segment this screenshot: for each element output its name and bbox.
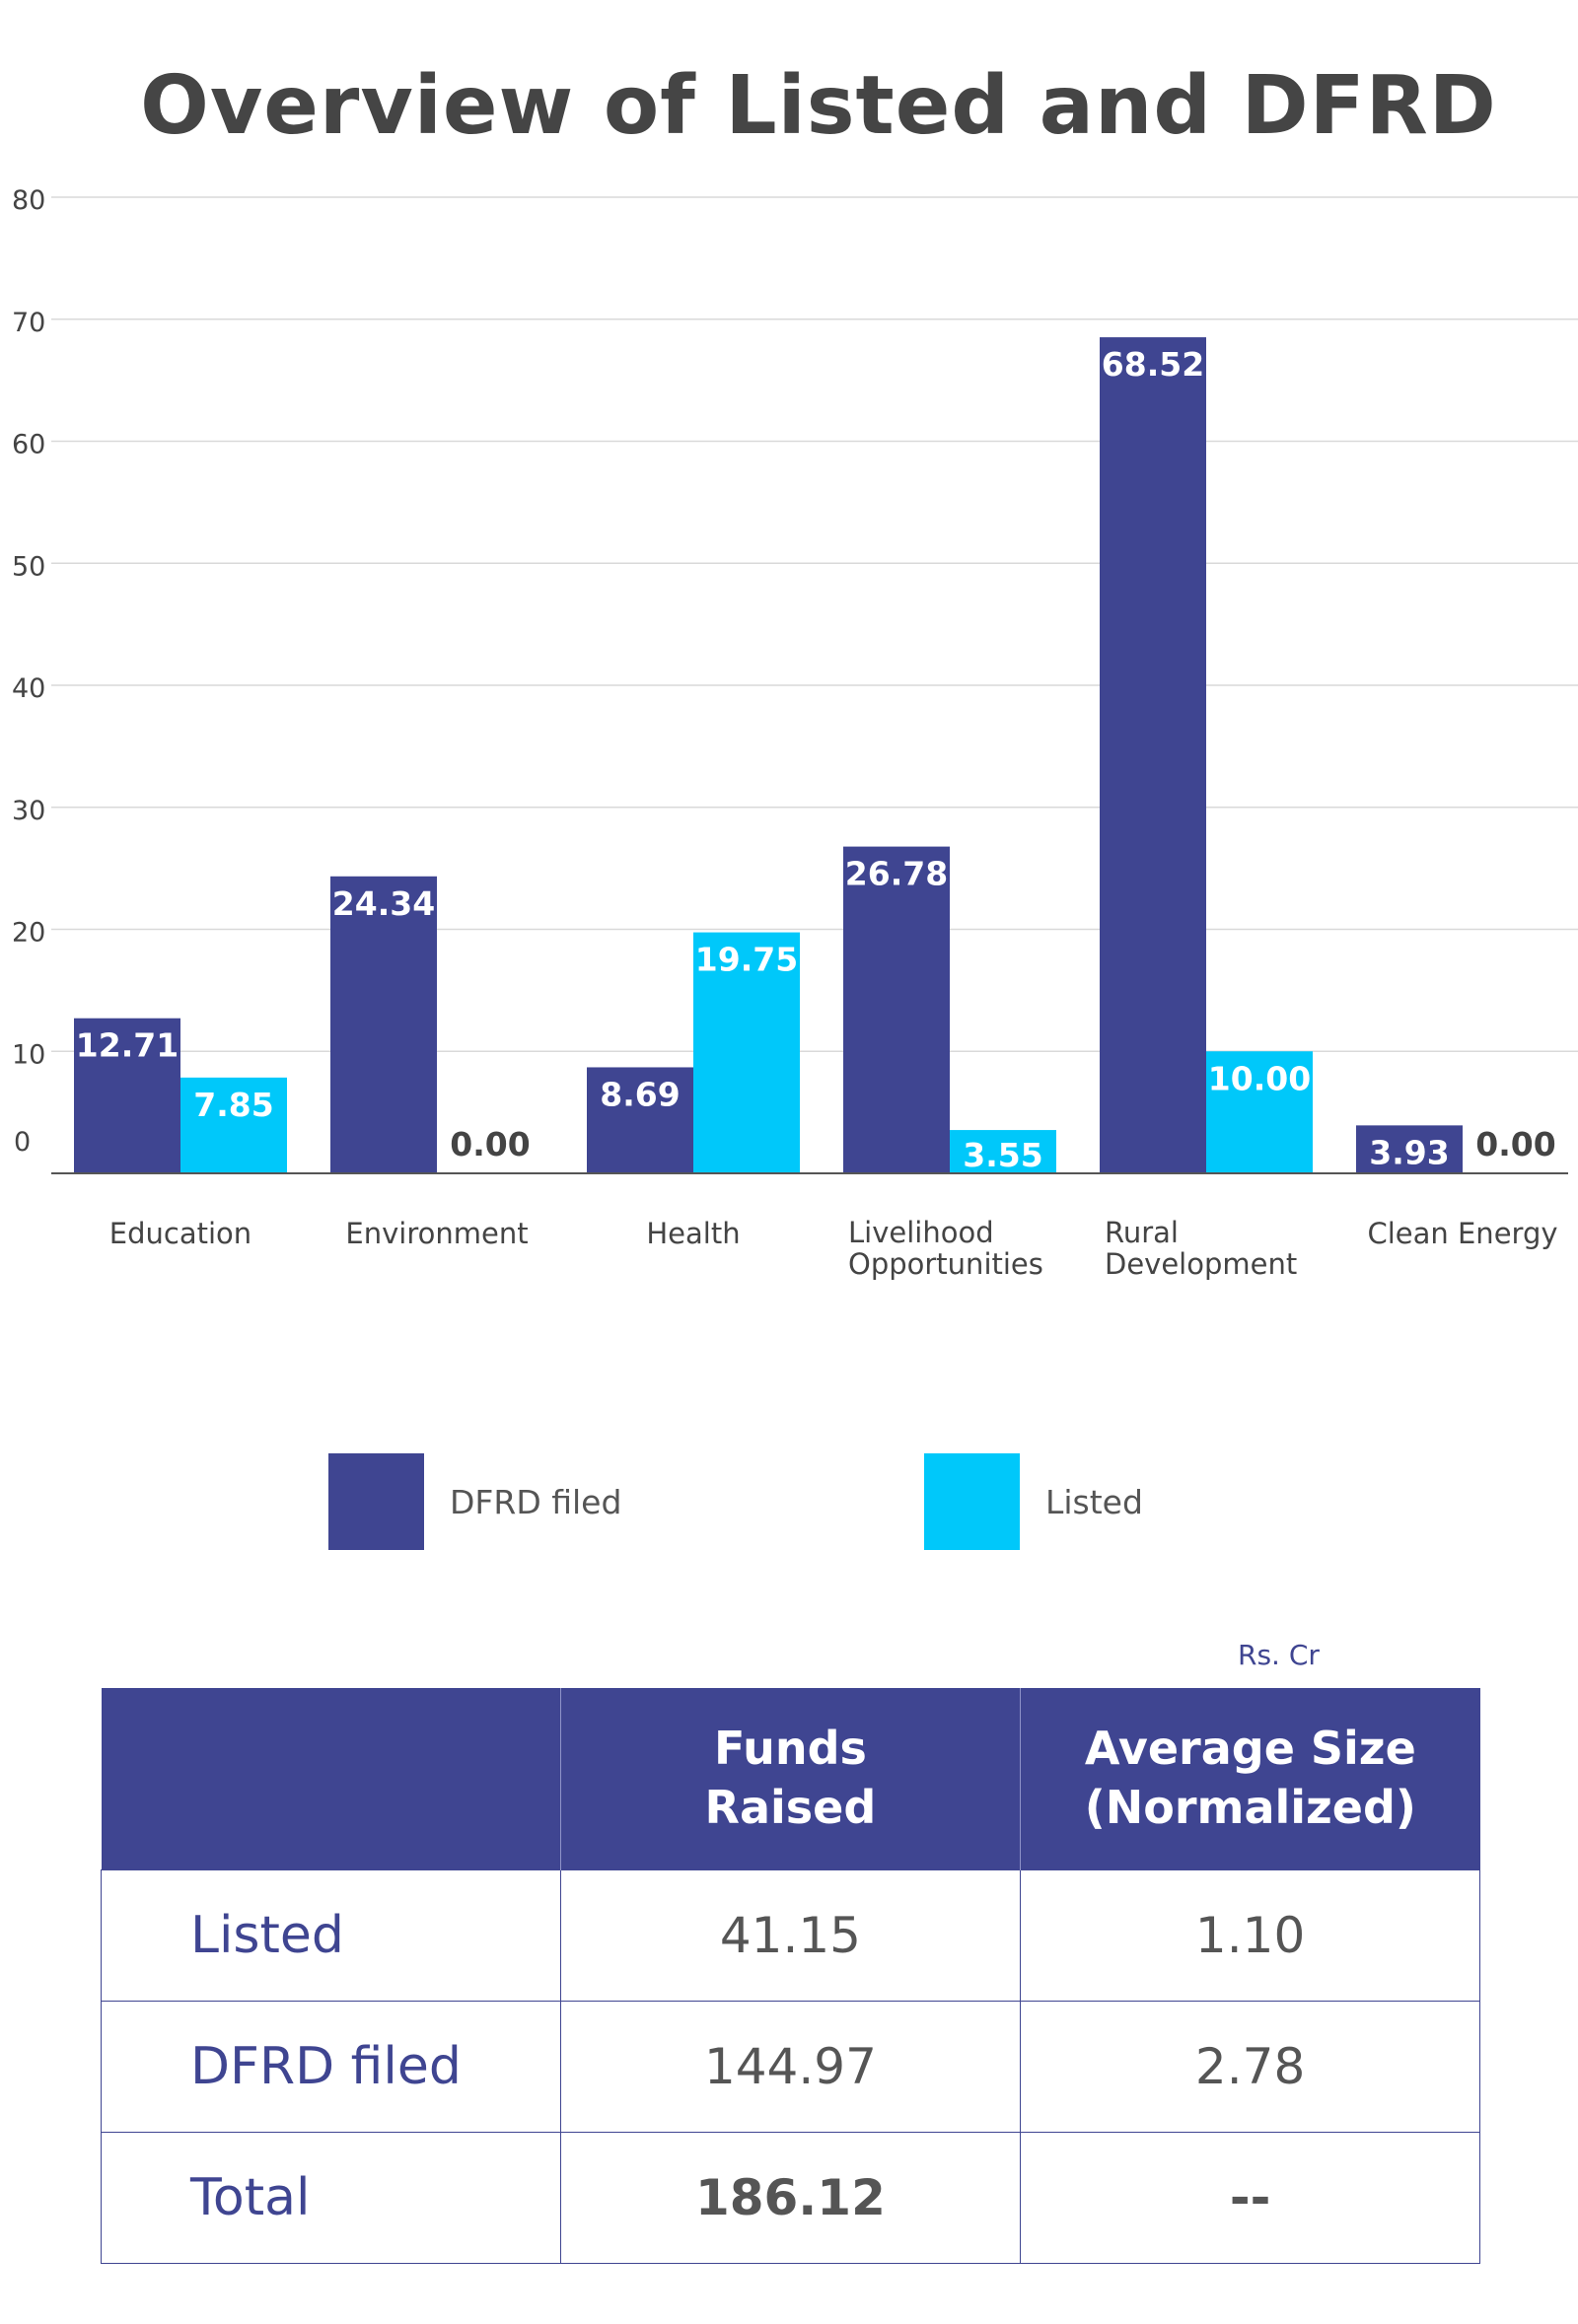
header-avg-line-1: Average Size xyxy=(1084,1722,1416,1776)
cell-avg-listed: 1.10 xyxy=(1020,1869,1480,2002)
data-label: 12.71 xyxy=(76,1026,179,1065)
x-tick-label: Livelihood Opportunities xyxy=(848,1216,1043,1281)
header-funds-line-1: Funds xyxy=(713,1722,867,1776)
x-tick-label: Health xyxy=(646,1217,740,1250)
data-label: 26.78 xyxy=(845,855,948,893)
table-row: DFRD filed 144.97 2.78 xyxy=(101,2001,1480,2133)
table-header-empty xyxy=(101,1688,561,1870)
bar-chart: 0 10 20 30 40 50 60 70 80 12.71 7.85 24.34 0.00 8.69 1… xyxy=(12,185,1578,1281)
legend-swatch-listed xyxy=(924,1453,1020,1550)
y-tick-label: 20 xyxy=(12,918,45,949)
bar-dfrd-filed-rural-development xyxy=(1100,337,1206,1173)
data-label: 24.34 xyxy=(332,884,435,923)
table-header-average-size: Average Size (Normalized) xyxy=(1020,1688,1480,1870)
bar-listed-livelihood-opportunities xyxy=(950,1130,1056,1173)
y-tick-label: 80 xyxy=(12,185,45,216)
legend-label-listed: Listed xyxy=(1045,1482,1143,1521)
bar-listed-health xyxy=(693,932,800,1173)
y-tick-label: 0 xyxy=(14,1127,31,1158)
y-tick-label: 10 xyxy=(12,1039,45,1070)
row-label-total: Total xyxy=(101,2132,561,2264)
bar-listed-education xyxy=(180,1077,287,1173)
chart-title: Overview of Listed and DFRD xyxy=(140,59,1497,153)
y-tick-label: 60 xyxy=(12,430,45,460)
table-row: Listed 41.15 1.10 xyxy=(101,1869,1480,2002)
bar-dfrd-filed-clean-energy xyxy=(1356,1125,1463,1173)
x-tick-label: Rural Development xyxy=(1105,1216,1297,1281)
table-unit-label: Rs. Cr xyxy=(1238,1639,1320,1671)
legend-item-listed: Listed xyxy=(924,1453,1143,1550)
header-avg-line-2: (Normalized) xyxy=(1084,1781,1416,1834)
y-tick-label: 70 xyxy=(12,308,45,338)
legend-swatch-dfrd-filed xyxy=(328,1453,424,1550)
row-label-listed: Listed xyxy=(101,1869,561,2002)
data-label: 0.00 xyxy=(1475,1125,1555,1163)
bar-dfrd-filed-health xyxy=(587,1067,693,1173)
cell-avg-dfrd-filed: 2.78 xyxy=(1020,2001,1480,2133)
legend-item-dfrd-filed: DFRD filed xyxy=(328,1453,621,1550)
bar-listed-rural-development xyxy=(1206,1051,1313,1173)
cell-avg-total: -- xyxy=(1020,2132,1480,2264)
bar-dfrd-filed-environment xyxy=(330,876,437,1173)
y-tick-label: 50 xyxy=(12,551,45,582)
data-label: 0.00 xyxy=(450,1125,530,1163)
x-tick-label: Environment xyxy=(345,1217,528,1250)
table-row: Total 186.12 -- xyxy=(101,2132,1480,2264)
cell-funds-listed: 41.15 xyxy=(559,1869,1022,2002)
data-label: 3.93 xyxy=(1369,1133,1449,1171)
data-label: 68.52 xyxy=(1102,345,1204,384)
cell-funds-dfrd-filed: 144.97 xyxy=(559,2001,1022,2133)
x-tick-label: Education xyxy=(109,1217,251,1250)
table-header-row: Funds Raised Average Size (Normalized) xyxy=(101,1688,1480,1870)
data-label: 3.55 xyxy=(963,1136,1042,1174)
y-tick-label: 30 xyxy=(12,796,45,826)
chart-legend: DFRD filed Listed xyxy=(0,1453,1578,1552)
x-tick-label: Clean Energy xyxy=(1367,1217,1557,1250)
data-label: 19.75 xyxy=(695,941,798,979)
y-tick-label: 40 xyxy=(12,673,45,704)
data-label: 8.69 xyxy=(600,1075,680,1113)
table-header-funds-raised: Funds Raised xyxy=(560,1688,1022,1870)
header-funds-line-2: Raised xyxy=(704,1781,877,1834)
bar-dfrd-filed-education xyxy=(74,1018,180,1173)
bar-dfrd-filed-livelihood-opportunities xyxy=(843,846,950,1173)
data-label: 7.85 xyxy=(193,1086,273,1124)
legend-label-dfrd-filed: DFRD filed xyxy=(450,1482,622,1521)
cell-funds-total: 186.12 xyxy=(559,2132,1022,2264)
row-label-dfrd-filed: DFRD filed xyxy=(101,2001,561,2133)
data-label: 10.00 xyxy=(1208,1059,1311,1097)
summary-table: Funds Raised Average Size (Normalized) L… xyxy=(101,1688,1480,2264)
